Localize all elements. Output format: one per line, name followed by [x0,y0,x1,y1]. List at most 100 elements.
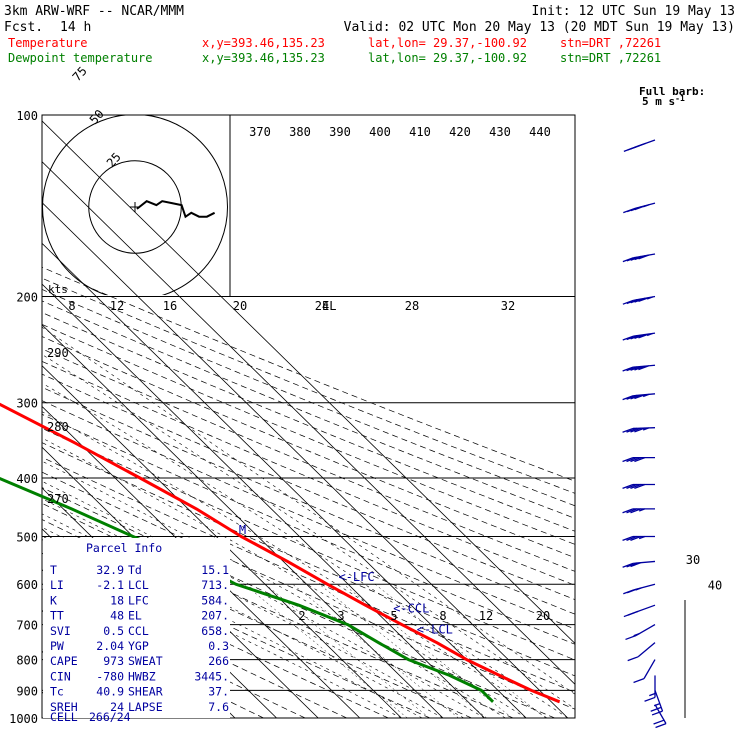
wind-barb-flag [630,457,642,463]
theta-label-420: 420 [449,125,471,139]
wind-barb-flag [634,483,646,489]
parcel-value-tt: 48 [110,609,124,623]
parcel-info-background [43,538,230,718]
hodograph-ring-50 [42,115,228,295]
wind-barb-flag [638,508,646,512]
dry-adiabat-370 [42,386,575,615]
annotation-lfc: <-LFC [338,570,374,584]
wind-barb-flag [642,393,650,398]
wind-barb-170 [622,253,656,263]
moist-adiabat-35 [42,354,575,710]
parcel-key-k: K [50,593,57,607]
barb-key-title: Full barb: [639,85,705,98]
wind-barb-flag [651,710,663,716]
wind-barb-flag [655,723,667,729]
wind-barb-flag [638,254,650,260]
wind-barb-850 [644,675,656,702]
parcel-key-ygp: YGP [128,639,149,653]
wind-barb-flag [638,333,650,339]
isotherm-40 [42,161,575,685]
moist-adiabat-0 [42,513,444,718]
parcel-key-cin: CIN [50,669,71,683]
wind-barb-flag [630,535,642,541]
wind-barb-flag [653,719,665,725]
wind-barb-flag [627,656,639,662]
plot-frame [41,114,576,719]
parcel-value-li: -2.1 [96,578,124,592]
parcel-key-lapse: LAPSE [128,700,163,714]
dry-adiabat-310 [42,471,575,710]
parcel-key-svi: SVI [50,624,71,638]
theta-label-370: 370 [249,125,271,139]
wind-barb-flag [622,299,634,305]
pressure-label-1000: 1000 [9,712,38,726]
annotation-el: EL [322,299,336,313]
parcel-key-cape: CAPE [50,654,78,668]
parcel-value-ccl: 658. [201,624,229,638]
parcel-value-td: 15.1 [201,563,229,577]
wind-barb-flag [622,366,634,372]
theta-label-400: 400 [369,125,391,139]
parcel-cell-value: 266/24 [89,710,131,724]
dewpoint-legend-name: Dewpoint temperature [8,51,153,65]
parcel-value-cin: -780 [96,669,124,683]
mixing-ratio-label-24: 24 [315,299,329,313]
wind-barb-flag [626,366,638,372]
mixing-ratio-5 [292,584,459,718]
temperature-legend-station: stn=DRT ,72261 [560,36,661,50]
wind-barb-flag [649,692,656,697]
hodograph-ring-label-25: 25 [104,150,124,170]
wind-barb-flag [633,633,640,637]
dry-adiabat-430 [42,312,575,532]
wind-barb-flag [646,296,654,300]
wind-barb-flag [626,256,638,262]
barb-key-speed: 5 m s-1 [642,94,685,108]
wind-barb-flag [626,457,638,463]
level-annotations: EL <-LFC <-CCL <-LCL M [239,299,453,636]
parcel-key-hwbz: HWBZ [128,669,156,683]
temperature-legend-name: Temperature [8,36,87,50]
parcel-row: SREH 24 LAPSE 7.6 [50,700,229,714]
dry-adiabat-320 [42,456,575,693]
parcel-key-ccl: CCL [128,624,149,638]
wind-barb-flag [643,204,650,208]
wind-barb-flag [634,297,646,303]
valid-time: Valid: 02 UTC Mon 20 May 13 (20 MDT Sun … [344,20,735,35]
wind-barb-flag [630,562,642,568]
wind-barb-flag [634,142,646,148]
wind-barb-110 [623,139,656,152]
wind-barb-flag [630,255,642,261]
wind-barb-flag [626,427,638,433]
hodograph-ring-label-75: 75 [70,64,90,84]
parcel-value-tc: 40.9 [96,685,124,699]
dry-adiabat-360 [42,400,575,630]
wind-barb-flag [635,587,642,591]
mixing-ratio-label-20: 20 [233,299,247,313]
wind-barb-330 [622,427,656,433]
wind-barb-230 [622,332,656,341]
parcel-value-hwbz: 3445. [194,669,229,683]
wind-barb-flag [622,257,634,263]
dry-adiabat-440 [42,300,575,519]
mixing-ratio-lower-label-3: 3 [337,609,344,623]
wind-barb-800 [633,659,656,684]
temperature-legend-row: Temperature x,y=393.46,135.23 lat,lon= 2… [8,36,661,50]
theta-label-410: 410 [409,125,431,139]
wind-barb-flag [630,483,642,489]
pressure-label-600: 600 [16,578,38,592]
theta-label-390: 390 [329,125,351,139]
annotation-lcl: <-LCL [417,622,453,636]
parcel-value-lapse: 7.6 [208,700,229,714]
wind-barb-flag [642,427,650,431]
mixing-ratio-label-32: 32 [501,299,515,313]
parcel-row: TT 48 EL 207. [50,609,229,623]
dry-adiabat-340 [42,427,575,661]
wind-barb-flag [638,365,650,371]
wind-barb-flag [626,394,638,400]
wind-barb-550 [622,560,656,568]
wind-barb-flag [630,508,642,514]
wind-barb-flag [630,334,642,340]
parcel-key-t: T [50,563,57,577]
temperature-legend-latlon: lat,lon= 29.37,-100.92 [368,36,527,50]
wind-barb-500 [622,535,655,541]
